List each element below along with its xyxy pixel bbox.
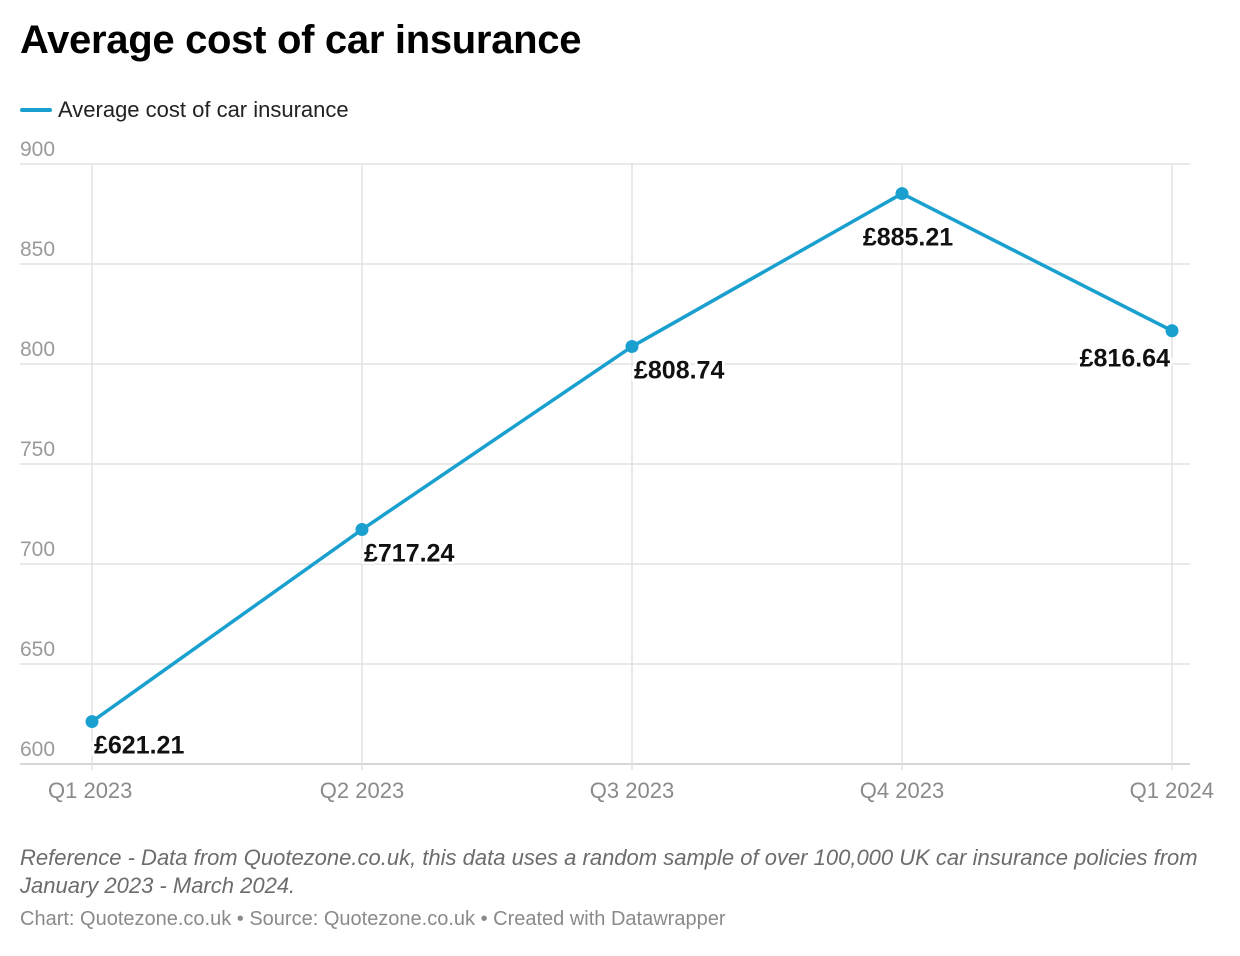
data-label: £717.24: [364, 540, 454, 568]
y-tick-label: 850: [20, 238, 55, 261]
legend-label: Average cost of car insurance: [58, 97, 349, 122]
legend: Average cost of car insurance: [20, 96, 349, 124]
y-tick-label: 650: [20, 638, 55, 661]
chart-notes: Reference - Data from Quotezone.co.uk, t…: [20, 845, 1198, 898]
chart-footer: Chart: Quotezone.co.uk • Source: Quotezo…: [20, 908, 726, 930]
data-label: £621.21: [94, 732, 184, 760]
y-tick-label: 700: [20, 538, 55, 561]
data-point: [85, 715, 99, 729]
x-tick-label: Q2 2023: [320, 778, 404, 803]
line-chart: 600 650 700 750 800 850 900 Q1 2023 Q2 2023 Q3 20…: [20, 138, 1214, 803]
data-point: [355, 523, 369, 537]
y-tick-label: 750: [20, 438, 55, 461]
x-tick-label: Q3 2023: [590, 778, 674, 803]
x-tick-label: Q4 2023: [860, 778, 944, 803]
data-label: £885.21: [863, 224, 953, 252]
x-tick-label: Q1 2023: [48, 778, 132, 803]
data-point: [1165, 324, 1179, 338]
data-label: £816.64: [1080, 345, 1170, 373]
data-label: £808.74: [634, 357, 724, 385]
y-tick-label: 900: [20, 138, 55, 161]
y-tick-label: 600: [20, 738, 55, 761]
x-tick-label: Q1 2024: [1130, 778, 1214, 803]
y-tick-label: 800: [20, 338, 55, 361]
data-point: [625, 340, 639, 354]
data-point: [895, 187, 909, 201]
legend-swatch: [20, 108, 52, 112]
chart-title: Average cost of car insurance: [20, 18, 582, 62]
